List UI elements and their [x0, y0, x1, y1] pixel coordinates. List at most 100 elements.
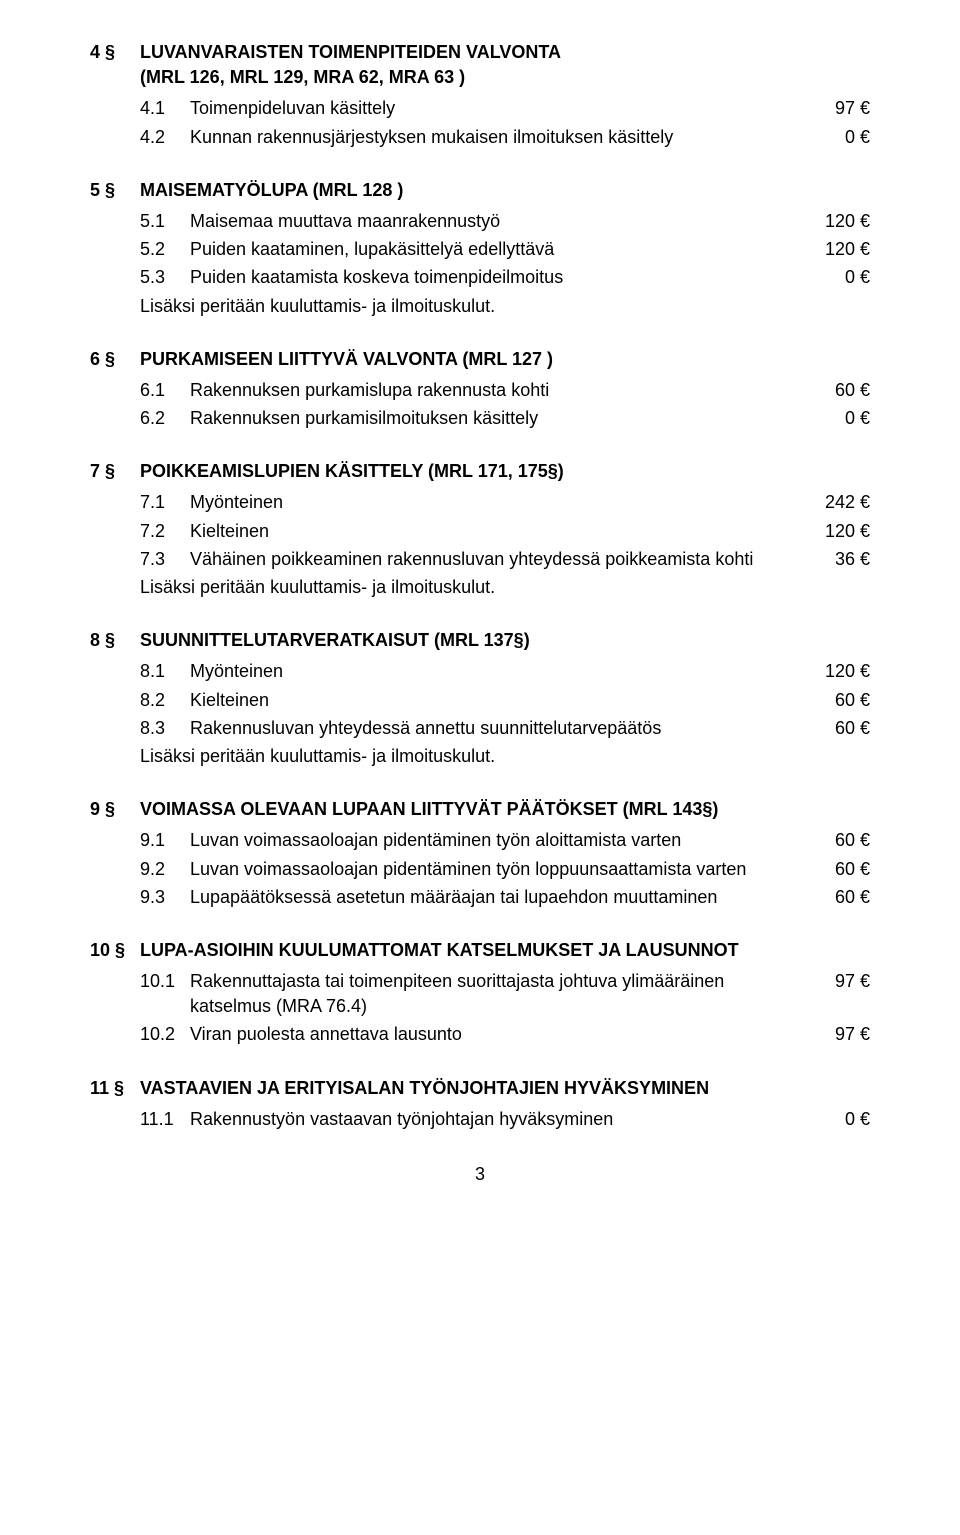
section-title-text: LUVANVARAISTEN TOIMENPITEIDEN VALVONTA — [140, 42, 561, 62]
item-value: 97 € — [815, 1022, 870, 1047]
item-value: 60 € — [815, 828, 870, 853]
item-number: 6.2 — [140, 406, 190, 431]
item-value: 60 € — [815, 688, 870, 713]
section-heading: 7 §POIKKEAMISLUPIEN KÄSITTELY (MRL 171, … — [90, 459, 870, 484]
list-item: 6.2Rakennuksen purkamisilmoituksen käsit… — [140, 406, 870, 431]
section-heading: 8 §SUUNNITTELUTARVERATKAISUT (MRL 137§) — [90, 628, 870, 653]
section: 10 §LUPA-ASIOIHIN KUULUMATTOMAT KATSELMU… — [90, 938, 870, 1048]
list-item: 5.2Puiden kaataminen, lupakäsittelyä ede… — [140, 237, 870, 262]
item-label: Rakennuksen purkamisilmoituksen käsittel… — [190, 406, 815, 431]
item-label: Myönteinen — [190, 659, 815, 684]
section-title-text: SUUNNITTELUTARVERATKAISUT (MRL 137§) — [140, 630, 530, 650]
item-number: 7.2 — [140, 519, 190, 544]
list-item: 5.3Puiden kaatamista koskeva toimenpidei… — [140, 265, 870, 290]
section-note: Lisäksi peritään kuuluttamis- ja ilmoitu… — [140, 575, 870, 600]
item-number: 4.2 — [140, 125, 190, 150]
item-label: Kunnan rakennusjärjestyksen mukaisen ilm… — [190, 125, 815, 150]
section-title: LUPA-ASIOIHIN KUULUMATTOMAT KATSELMUKSET… — [140, 938, 870, 963]
list-item: 10.2Viran puolesta annettava lausunto97 … — [140, 1022, 870, 1047]
item-label: Rakennusluvan yhteydessä annettu suunnit… — [190, 716, 815, 741]
section-title-text: POIKKEAMISLUPIEN KÄSITTELY (MRL 171, 175… — [140, 461, 564, 481]
item-value: 242 € — [815, 490, 870, 515]
item-label: Lupapäätöksessä asetetun määräajan tai l… — [190, 885, 815, 910]
item-value: 120 € — [815, 209, 870, 234]
item-number: 9.1 — [140, 828, 190, 853]
section-number: 6 § — [90, 347, 140, 372]
section-title: MAISEMATYÖLUPA (MRL 128 ) — [140, 178, 870, 203]
list-item: 8.1Myönteinen120 € — [140, 659, 870, 684]
item-number: 10.2 — [140, 1022, 190, 1047]
section-title: LUVANVARAISTEN TOIMENPITEIDEN VALVONTA(M… — [140, 40, 870, 90]
list-item: 8.3Rakennusluvan yhteydessä annettu suun… — [140, 716, 870, 741]
section-number: 9 § — [90, 797, 140, 822]
section-number: 7 § — [90, 459, 140, 484]
item-number: 9.2 — [140, 857, 190, 882]
list-item: 7.3Vähäinen poikkeaminen rakennusluvan y… — [140, 547, 870, 572]
item-label: Luvan voimassaoloajan pidentäminen työn … — [190, 857, 815, 882]
item-value: 60 € — [815, 885, 870, 910]
item-label: Myönteinen — [190, 490, 815, 515]
item-number: 6.1 — [140, 378, 190, 403]
item-label: Luvan voimassaoloajan pidentäminen työn … — [190, 828, 815, 853]
item-value: 60 € — [815, 716, 870, 741]
section-heading: 4 §LUVANVARAISTEN TOIMENPITEIDEN VALVONT… — [90, 40, 870, 90]
section-title-text: VASTAAVIEN JA ERITYISALAN TYÖNJOHTAJIEN … — [140, 1078, 709, 1098]
item-number: 8.2 — [140, 688, 190, 713]
list-item: 4.1Toimenpideluvan käsittely97 € — [140, 96, 870, 121]
list-item: 10.1Rakennuttajasta tai toimenpiteen suo… — [140, 969, 870, 1019]
item-value: 60 € — [815, 378, 870, 403]
list-item: 9.2Luvan voimassaoloajan pidentäminen ty… — [140, 857, 870, 882]
section-number: 8 § — [90, 628, 140, 653]
item-label: Puiden kaataminen, lupakäsittelyä edelly… — [190, 237, 815, 262]
item-label: Kielteinen — [190, 688, 815, 713]
section-title-text: LUPA-ASIOIHIN KUULUMATTOMAT KATSELMUKSET… — [140, 940, 739, 960]
item-number: 9.3 — [140, 885, 190, 910]
section-title: VASTAAVIEN JA ERITYISALAN TYÖNJOHTAJIEN … — [140, 1076, 870, 1101]
list-item: 7.1Myönteinen242 € — [140, 490, 870, 515]
item-value: 0 € — [815, 125, 870, 150]
item-value: 120 € — [815, 237, 870, 262]
item-number: 5.2 — [140, 237, 190, 262]
section-number: 4 § — [90, 40, 140, 65]
item-number: 11.1 — [140, 1107, 190, 1132]
item-number: 7.3 — [140, 547, 190, 572]
item-label: Maisemaa muuttava maanrakennustyö — [190, 209, 815, 234]
document-body: 4 §LUVANVARAISTEN TOIMENPITEIDEN VALVONT… — [90, 40, 870, 1132]
section-number: 11 § — [90, 1076, 140, 1101]
item-value: 0 € — [815, 1107, 870, 1132]
list-item: 11.1Rakennustyön vastaavan työnjohtajan … — [140, 1107, 870, 1132]
section-title: VOIMASSA OLEVAAN LUPAAN LIITTYVÄT PÄÄTÖK… — [140, 797, 870, 822]
section-title-text: VOIMASSA OLEVAAN LUPAAN LIITTYVÄT PÄÄTÖK… — [140, 799, 718, 819]
section-title: SUUNNITTELUTARVERATKAISUT (MRL 137§) — [140, 628, 870, 653]
item-number: 5.1 — [140, 209, 190, 234]
item-number: 7.1 — [140, 490, 190, 515]
section-number: 5 § — [90, 178, 140, 203]
item-value: 60 € — [815, 857, 870, 882]
list-item: 6.1Rakennuksen purkamislupa rakennusta k… — [140, 378, 870, 403]
item-number: 8.3 — [140, 716, 190, 741]
item-label: Toimenpideluvan käsittely — [190, 96, 815, 121]
section: 11 §VASTAAVIEN JA ERITYISALAN TYÖNJOHTAJ… — [90, 1076, 870, 1132]
item-label: Vähäinen poikkeaminen rakennusluvan yhte… — [190, 547, 815, 572]
item-label: Puiden kaatamista koskeva toimenpideilmo… — [190, 265, 815, 290]
item-value: 97 € — [815, 96, 870, 121]
section-title-text: PURKAMISEEN LIITTYVÄ VALVONTA (MRL 127 ) — [140, 349, 553, 369]
section: 9 §VOIMASSA OLEVAAN LUPAAN LIITTYVÄT PÄÄ… — [90, 797, 870, 910]
item-label: Kielteinen — [190, 519, 815, 544]
item-value: 120 € — [815, 519, 870, 544]
item-label: Rakennuttajasta tai toimenpiteen suoritt… — [190, 969, 815, 1019]
section-heading: 6 §PURKAMISEEN LIITTYVÄ VALVONTA (MRL 12… — [90, 347, 870, 372]
section: 6 §PURKAMISEEN LIITTYVÄ VALVONTA (MRL 12… — [90, 347, 870, 432]
item-value: 36 € — [815, 547, 870, 572]
item-value: 120 € — [815, 659, 870, 684]
section: 8 §SUUNNITTELUTARVERATKAISUT (MRL 137§)8… — [90, 628, 870, 769]
section-title: PURKAMISEEN LIITTYVÄ VALVONTA (MRL 127 ) — [140, 347, 870, 372]
section-number: 10 § — [90, 938, 140, 963]
item-number: 5.3 — [140, 265, 190, 290]
section-title-text: MAISEMATYÖLUPA (MRL 128 ) — [140, 180, 403, 200]
section-heading: 10 §LUPA-ASIOIHIN KUULUMATTOMAT KATSELMU… — [90, 938, 870, 963]
item-label: Viran puolesta annettava lausunto — [190, 1022, 815, 1047]
section: 5 §MAISEMATYÖLUPA (MRL 128 ) 5.1Maisemaa … — [90, 178, 870, 319]
item-label: Rakennuksen purkamislupa rakennusta koht… — [190, 378, 815, 403]
item-value: 0 € — [815, 406, 870, 431]
